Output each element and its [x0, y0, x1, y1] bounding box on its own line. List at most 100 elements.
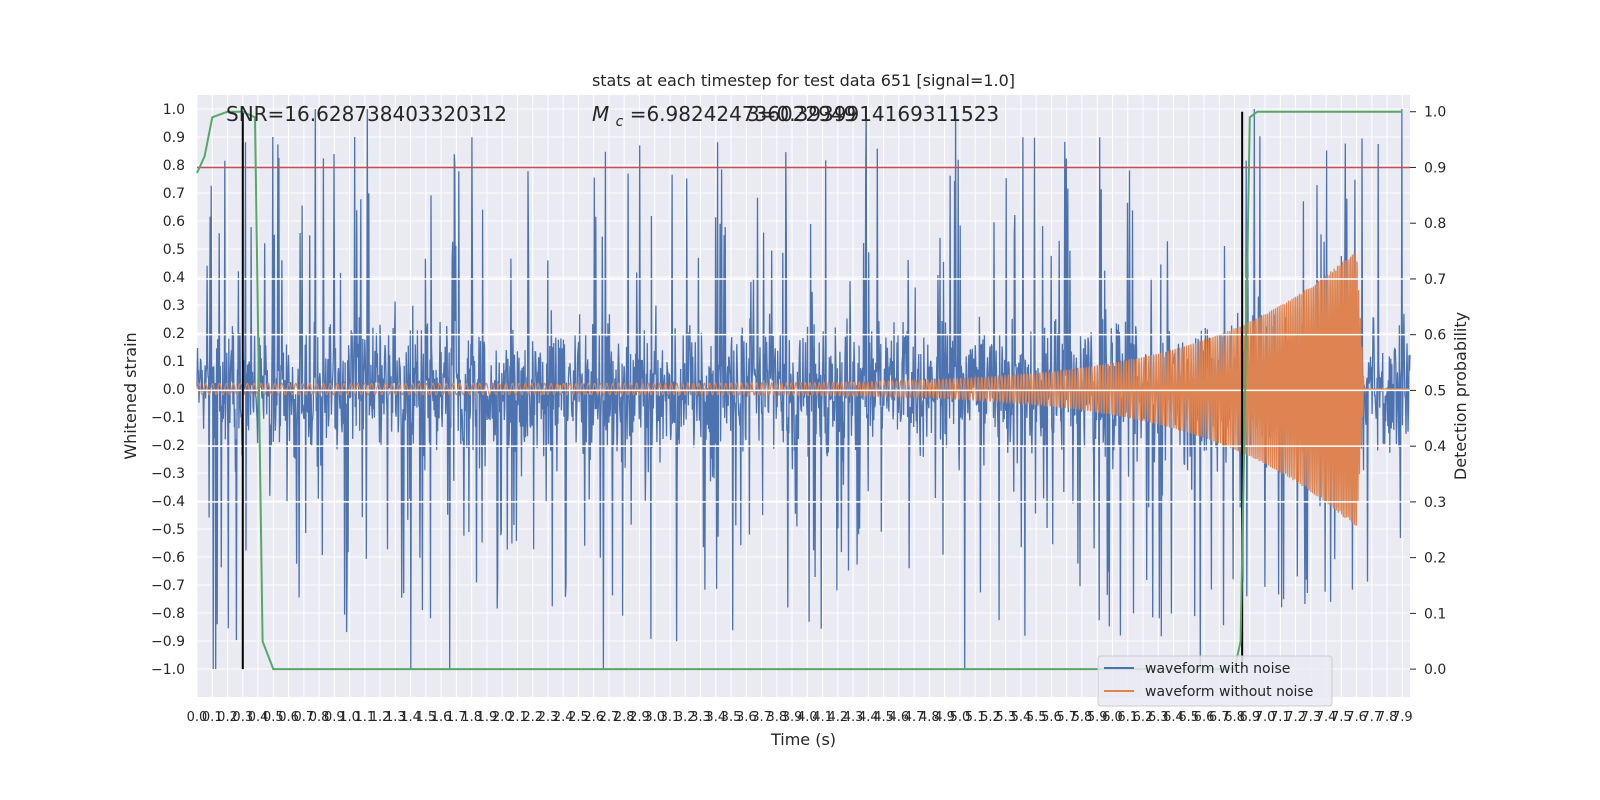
x-tick-label: 1.0 [339, 710, 360, 725]
y-left-tick-label: 0.0 [163, 382, 185, 398]
x-tick-label: 6.1 [1117, 710, 1138, 725]
y-axis-right-ticks: 1.0 0.9 0.8 0.7 0.6 0.5 0.4 0.3 0.2 0.1 0.0 [1410, 105, 1446, 678]
y-left-tick-label: −0.7 [151, 578, 185, 594]
x-axis-ticks: 0.00.10.20.30.40.50.60.70.80.91.01.11.21… [187, 710, 1413, 725]
y-left-tick-label: 0.8 [163, 158, 185, 174]
x-tick-label: 3.1 [660, 710, 681, 725]
x-tick-label: 3.5 [721, 710, 742, 725]
x-tick-label: 6.8 [1224, 710, 1245, 725]
legend-label-without-noise: waveform without noise [1145, 684, 1313, 700]
x-tick-label: 1.3 [385, 710, 406, 725]
x-tick-label: 4.1 [812, 710, 833, 725]
x-tick-label: 7.6 [1346, 710, 1367, 725]
y-left-tick-label: 0.1 [163, 354, 185, 370]
detection-probability-line [196, 110, 1403, 671]
x-tick-label: 6.6 [1194, 710, 1215, 725]
x-tick-label: 7.2 [1285, 710, 1306, 725]
x-tick-label: 6.7 [1209, 710, 1230, 725]
x-tick-label: 0.9 [324, 710, 345, 725]
x-tick-label: 4.0 [797, 710, 818, 725]
x-tick-label: 5.2 [980, 710, 1001, 725]
mc-value: =6.982424736022949 [630, 102, 857, 126]
y-left-tick-label: 0.6 [163, 214, 185, 230]
x-tick-label: 7.0 [1255, 710, 1276, 725]
y-right-tick-label: 0.6 [1424, 328, 1446, 344]
x-tick-label: 7.4 [1316, 710, 1337, 725]
waveform-without-noise-line [196, 252, 1410, 526]
legend-label-with-noise: waveform with noise [1145, 661, 1290, 677]
x-tick-label: 2.9 [629, 710, 650, 725]
x-tick-label: 4.3 [843, 710, 864, 725]
x-tick-label: 6.3 [1148, 710, 1169, 725]
x-tick-label: 1.1 [354, 710, 375, 725]
y-right-tick-label: 0.5 [1424, 383, 1446, 399]
y-left-tick-label: 0.3 [163, 298, 185, 314]
x-tick-label: 5.9 [1087, 710, 1108, 725]
x-tick-label: 7.9 [1392, 710, 1413, 725]
y-left-tick-label: −0.3 [151, 466, 185, 482]
x-tick-label: 6.0 [1102, 710, 1123, 725]
x-tick-label: 0.1 [202, 710, 223, 725]
x-tick-label: 6.2 [1133, 710, 1154, 725]
x-tick-label: 6.4 [1163, 710, 1184, 725]
y-left-tick-label: −0.1 [151, 410, 185, 426]
x-tick-label: 0.7 [293, 710, 314, 725]
x-tick-label: 0.8 [309, 710, 330, 725]
x-tick-label: 1.6 [431, 710, 452, 725]
y-left-tick-label: 0.4 [163, 270, 185, 286]
x-tick-label: 2.5 [568, 710, 589, 725]
y-left-tick-label: −0.6 [151, 550, 185, 566]
x-tick-label: 2.0 [492, 710, 513, 725]
x-tick-label: 3.3 [690, 710, 711, 725]
y-left-tick-label: 0.7 [163, 186, 185, 202]
x-tick-label: 2.8 [614, 710, 635, 725]
x-tick-label: 0.3 [232, 710, 253, 725]
y-left-tick-label: 0.5 [163, 242, 185, 258]
x-tick-label: 1.4 [400, 710, 421, 725]
x-tick-label: 5.8 [1072, 710, 1093, 725]
y-left-tick-label: −0.9 [151, 634, 185, 650]
x-tick-label: 2.6 [583, 710, 604, 725]
x-axis-label: Time (s) [770, 730, 836, 749]
x-tick-label: 3.2 [675, 710, 696, 725]
x-tick-label: 5.0 [950, 710, 971, 725]
x-tick-label: 4.2 [827, 710, 848, 725]
y-left-tick-label: −0.4 [151, 494, 185, 510]
x-tick-label: 7.3 [1300, 710, 1321, 725]
x-tick-label: 2.1 [507, 710, 528, 725]
x-tick-label: 1.5 [416, 710, 437, 725]
x-tick-label: 7.1 [1270, 710, 1291, 725]
x-tick-label: 1.8 [461, 710, 482, 725]
x-tick-label: 2.2 [522, 710, 543, 725]
x-tick-label: 4.6 [889, 710, 910, 725]
x-tick-label: 7.8 [1377, 710, 1398, 725]
x-tick-label: 4.7 [904, 710, 925, 725]
x-tick-label: 3.4 [705, 710, 726, 725]
x-tick-label: 2.3 [538, 710, 559, 725]
x-tick-label: 1.9 [477, 710, 498, 725]
y-axis-left-label: Whitened strain [121, 332, 140, 459]
x-tick-label: 1.7 [446, 710, 467, 725]
x-tick-label: 3.0 [644, 710, 665, 725]
x-tick-label: 4.4 [858, 710, 879, 725]
y-left-tick-label: −0.8 [151, 606, 185, 622]
x-tick-label: 5.4 [1011, 710, 1032, 725]
y-right-tick-label: 0.3 [1424, 495, 1446, 511]
y-right-tick-label: 0.0 [1424, 662, 1446, 678]
overlay-lines [196, 110, 1410, 671]
mc-subscript: c [616, 114, 624, 130]
overlap-annotation: 3=0.3939914169311523 [747, 102, 999, 126]
x-tick-label: 5.3 [995, 710, 1016, 725]
y-left-tick-label: −0.5 [151, 522, 185, 538]
x-tick-label: 0.2 [217, 710, 238, 725]
legend: waveform with noise waveform without noi… [1097, 655, 1333, 707]
x-tick-label: 2.7 [599, 710, 620, 725]
y-left-tick-label: 0.2 [163, 326, 185, 342]
y-right-tick-label: 1.0 [1424, 105, 1446, 121]
y-right-tick-label: 0.1 [1424, 606, 1446, 622]
x-tick-label: 4.9 [934, 710, 955, 725]
y-right-tick-label: 0.7 [1424, 272, 1446, 288]
x-tick-label: 0.0 [187, 710, 208, 725]
x-tick-label: 3.9 [782, 710, 803, 725]
